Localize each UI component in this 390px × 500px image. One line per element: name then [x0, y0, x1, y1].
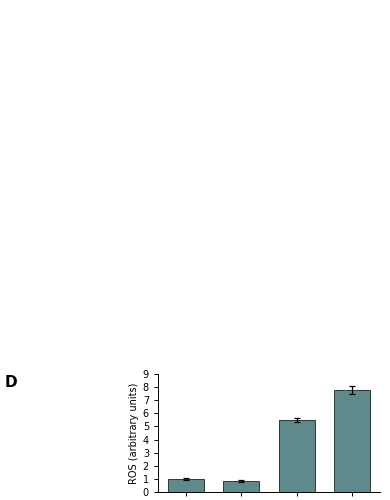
Text: D: D — [5, 375, 18, 390]
Bar — [223, 481, 259, 492]
Bar — [168, 479, 204, 492]
Bar — [334, 390, 370, 492]
Y-axis label: ROS (arbitrary units): ROS (arbitrary units) — [129, 382, 138, 484]
Bar — [279, 420, 315, 492]
